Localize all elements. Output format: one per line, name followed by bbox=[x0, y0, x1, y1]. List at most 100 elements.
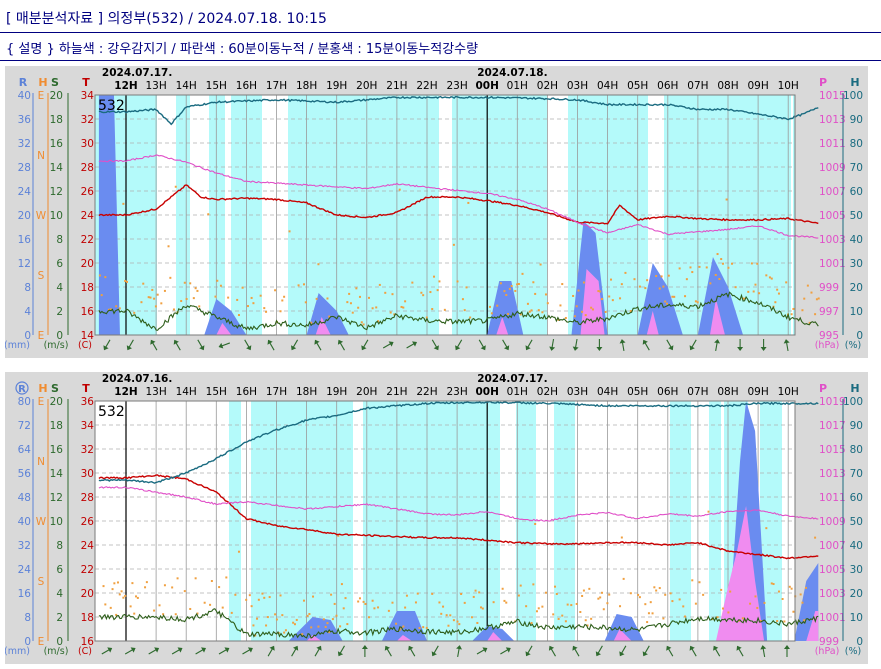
wind-gust-dot bbox=[371, 599, 374, 602]
wind-gust-dot bbox=[610, 278, 613, 281]
wind-gust-dot bbox=[489, 305, 492, 308]
hour-label: 03H bbox=[567, 80, 588, 92]
wind-direction-arrow bbox=[455, 339, 463, 351]
wind-gust-dot bbox=[590, 306, 593, 309]
hour-label: 23H bbox=[446, 80, 467, 92]
wind-gust-dot bbox=[337, 534, 340, 537]
axis-tick-label: 40 bbox=[850, 540, 863, 552]
unit-label: (C) bbox=[78, 646, 92, 657]
wind-gust-dot bbox=[443, 308, 446, 311]
wind-direction-arrow bbox=[619, 645, 627, 657]
axis-tick-label: 8 bbox=[56, 234, 63, 246]
arrow-head bbox=[291, 345, 297, 351]
wind-gust-dot bbox=[308, 613, 311, 616]
wind-direction-arrow bbox=[666, 339, 674, 351]
wind-gust-dot bbox=[481, 607, 484, 610]
axis-tick-label: 16 bbox=[18, 588, 32, 600]
arrow-head bbox=[247, 647, 253, 653]
wind-gust-dot bbox=[561, 614, 564, 617]
axis-letter: H bbox=[38, 76, 47, 89]
unit-label: (mm) bbox=[5, 646, 30, 657]
axis-tick-label: 22 bbox=[81, 234, 94, 246]
wind-gust-dot bbox=[599, 290, 602, 293]
wind-direction-arrow bbox=[476, 647, 488, 655]
wind-direction-arrow bbox=[431, 645, 439, 657]
wind-gust-dot bbox=[185, 297, 188, 300]
wind-gust-dot bbox=[729, 590, 732, 593]
wind-gust-dot bbox=[328, 631, 331, 634]
wind-gust-dot bbox=[373, 607, 376, 610]
wind-gust-dot bbox=[274, 613, 277, 616]
wind-gust-dot bbox=[743, 297, 746, 300]
hour-label: 15H bbox=[206, 386, 227, 398]
wind-gust-dot bbox=[247, 305, 250, 308]
axis-letter: R bbox=[18, 384, 26, 395]
wind-gust-dot bbox=[662, 617, 665, 620]
axis-tick-label: 1017 bbox=[819, 420, 846, 432]
wind-gust-dot bbox=[351, 311, 354, 314]
header-divider bbox=[0, 60, 881, 61]
wind-gust-dot bbox=[664, 593, 667, 596]
wind-gust-dot bbox=[458, 623, 461, 626]
wind-direction-arrow bbox=[244, 339, 252, 351]
arrow-head bbox=[689, 645, 695, 651]
wind-gust-dot bbox=[774, 301, 777, 304]
wind-gust-dot bbox=[465, 286, 468, 289]
wind-gust-dot bbox=[777, 292, 780, 295]
wind-gust-dot bbox=[368, 296, 371, 299]
arrow-head bbox=[384, 645, 390, 651]
arrow-head bbox=[504, 345, 510, 351]
wind-gust-dot bbox=[375, 306, 378, 309]
wind-gust-dot bbox=[664, 300, 667, 303]
wind-gust-dot bbox=[416, 592, 419, 595]
wind-direction-arrow bbox=[195, 647, 206, 655]
arrow-head bbox=[525, 651, 531, 657]
axis-tick-label: 36 bbox=[81, 396, 95, 408]
wind-gust-dot bbox=[691, 271, 694, 274]
wind-gust-dot bbox=[644, 287, 647, 290]
wind-series-line bbox=[98, 291, 819, 331]
wind-gust-dot bbox=[554, 585, 557, 588]
wind-gust-dot bbox=[362, 600, 365, 603]
wind-gust-dot bbox=[808, 321, 811, 324]
axis-tick-label: 10 bbox=[50, 210, 63, 222]
axis-letter: H bbox=[850, 76, 859, 89]
wind-gust-dot bbox=[256, 617, 259, 620]
wind-gust-dot bbox=[765, 274, 768, 277]
arrow-head bbox=[783, 339, 790, 344]
wind-direction-arrow bbox=[596, 339, 603, 351]
arrow-head bbox=[666, 645, 672, 651]
arrow-head bbox=[337, 651, 344, 657]
axis-tick-label: 0 bbox=[56, 330, 63, 342]
wind-gust-dot bbox=[163, 289, 166, 292]
axis-tick-label: 30 bbox=[81, 468, 94, 480]
wind-gust-dot bbox=[752, 290, 755, 293]
wind-gust-dot bbox=[118, 307, 121, 310]
wind-gust-dot bbox=[741, 617, 744, 620]
wind-gust-dot bbox=[176, 577, 179, 580]
wind-gust-dot bbox=[644, 603, 647, 606]
wind-gust-dot bbox=[340, 583, 343, 586]
axis-tick-label: 16 bbox=[81, 636, 95, 648]
wind-gust-dot bbox=[505, 601, 508, 604]
wind-gust-dot bbox=[579, 610, 582, 613]
axis-tick-label: 20 bbox=[50, 396, 63, 408]
wind-gust-dot bbox=[696, 301, 699, 304]
wind-gust-dot bbox=[655, 275, 658, 278]
wind-gust-dot bbox=[162, 613, 165, 616]
wind-gust-dot bbox=[214, 295, 217, 298]
wind-gust-dot bbox=[759, 620, 762, 623]
pressure-series-line bbox=[98, 154, 819, 239]
wind-gust-dot bbox=[169, 276, 172, 279]
wind-direction-arrow bbox=[103, 339, 111, 351]
axis-tick-label: 997 bbox=[819, 306, 839, 318]
arrow-head bbox=[760, 347, 767, 351]
wind-gust-dot bbox=[348, 292, 351, 295]
humidity-series-line bbox=[98, 95, 819, 126]
arrow-head bbox=[316, 645, 322, 651]
wind-gust-dot bbox=[790, 587, 793, 590]
wind-gust-dot bbox=[756, 262, 759, 265]
wind-direction-arrow bbox=[666, 645, 674, 657]
wind-gust-dot bbox=[124, 279, 127, 282]
wind-direction-arrow bbox=[760, 645, 767, 658]
